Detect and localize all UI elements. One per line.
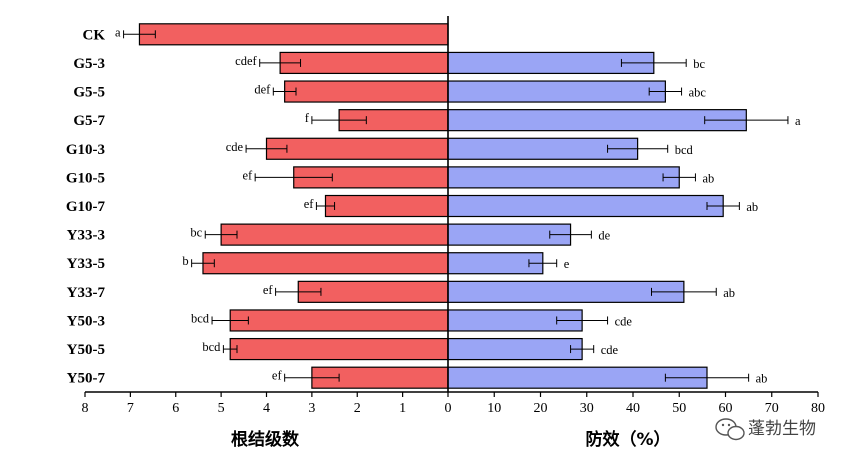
left-significance-label: ef [304, 197, 315, 211]
watermark: 蓬勃生物 [715, 418, 816, 441]
left-bar [324, 194, 449, 218]
right-significance-label: e [564, 257, 570, 271]
right-axis-title: 防效（%） [585, 429, 670, 450]
right-tick-label: 60 [719, 401, 733, 416]
right-bars-group [447, 51, 789, 389]
right-significance-label: a [795, 114, 801, 128]
left-significance-label: a [115, 25, 121, 39]
category-label: G10-3 [66, 142, 105, 158]
left-bar [265, 137, 449, 160]
left-bars-group [123, 23, 449, 389]
right-bar [447, 194, 724, 218]
right-significance-label: ab [756, 372, 768, 386]
left-tick-label: 4 [263, 401, 270, 416]
right-tick-label: 50 [672, 401, 686, 416]
right-tick-label: 80 [811, 401, 825, 416]
right-significance-label: bc [693, 57, 705, 71]
right-tick-label: 70 [765, 401, 779, 416]
right-bar [447, 109, 747, 132]
axes-group: 8 7 6 5 4 3 2 1 0 10 20 30 40 50 60 70 80 [82, 16, 825, 416]
right-tick-label: 10 [487, 401, 501, 416]
category-label: G5-7 [73, 113, 105, 129]
left-tick-label: 6 [172, 401, 179, 416]
left-bar [229, 337, 449, 361]
category-label: Y50-5 [67, 342, 105, 358]
category-label: Y33-5 [67, 256, 105, 272]
wechat-icon [715, 418, 745, 441]
category-label: G5-5 [73, 85, 105, 101]
right-tick-label: 40 [626, 401, 640, 416]
right-significance-label: ab [702, 171, 714, 185]
right-significance-label: cde [615, 314, 633, 328]
category-label: G10-5 [66, 170, 105, 186]
left-tick-label: 5 [218, 401, 225, 416]
category-label: G5-3 [73, 56, 105, 72]
left-significance-label: cde [226, 140, 244, 154]
right-significance-label: ab [723, 286, 735, 300]
left-significance-label: bc [190, 226, 202, 240]
left-significance-label: bcd [191, 311, 210, 325]
left-bar [284, 80, 449, 103]
right-significance-label: bcd [675, 143, 694, 157]
left-significance-label: bcd [202, 340, 221, 354]
right-significance-label: de [598, 229, 610, 243]
left-axis-title: 根结级数 [231, 429, 300, 450]
left-significance-label: ef [242, 168, 253, 182]
left-significance-label: b [182, 254, 188, 268]
left-tick-label: 7 [127, 401, 134, 416]
category-label: CK [83, 27, 106, 43]
right-bar [447, 280, 685, 303]
category-label: Y33-3 [67, 228, 105, 244]
left-tick-label: 8 [82, 401, 89, 416]
right-bar [447, 166, 680, 189]
left-bar [279, 51, 449, 75]
category-label: G10-7 [66, 199, 106, 215]
category-label: Y50-7 [67, 371, 106, 387]
right-significance-label: cde [601, 343, 619, 357]
left-tick-label: 1 [399, 401, 406, 416]
left-bar [229, 309, 449, 332]
left-significance-label: ef [263, 283, 274, 297]
category-label: Y50-3 [67, 313, 105, 329]
right-significance-label: abc [689, 86, 707, 100]
right-significance-label: ab [746, 200, 758, 214]
left-bar [202, 252, 449, 275]
left-tick-label: 3 [308, 401, 315, 416]
right-tick-label: 20 [534, 401, 548, 416]
left-significance-label: ef [272, 369, 283, 383]
left-significance-label: def [254, 83, 271, 97]
left-bar [220, 223, 449, 246]
left-bar [138, 23, 449, 46]
right-bar [447, 337, 583, 361]
watermark-text: 蓬勃生物 [748, 419, 816, 439]
left-tick-label: 0 [445, 401, 452, 416]
category-label: Y33-7 [67, 285, 106, 301]
right-bar [447, 80, 666, 103]
left-tick-label: 2 [354, 401, 361, 416]
right-tick-label: 30 [580, 401, 594, 416]
left-significance-label: f [305, 111, 310, 125]
left-significance-label: cdef [235, 54, 257, 68]
